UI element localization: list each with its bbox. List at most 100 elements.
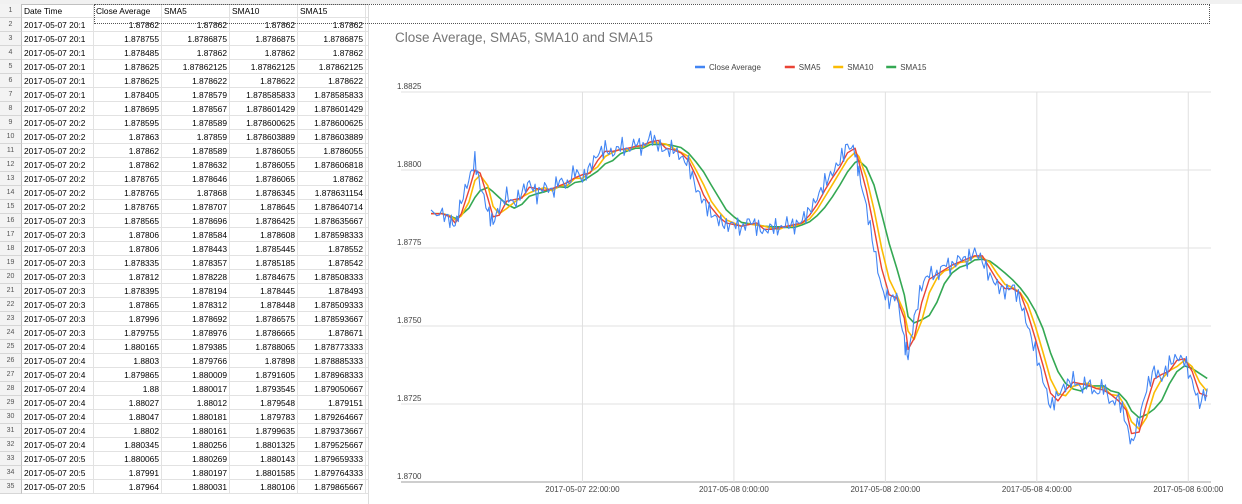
- table-cell[interactable]: 1.878585833: [230, 88, 298, 102]
- table-cell[interactable]: 1.878601429: [298, 102, 366, 116]
- table-cell[interactable]: 2017-05-07 20:1: [22, 74, 94, 88]
- table-cell[interactable]: 2017-05-07 20:3: [22, 326, 94, 340]
- table-cell[interactable]: 1.8786575: [230, 312, 298, 326]
- table-cell[interactable]: 1.878601429: [230, 102, 298, 116]
- table-cell[interactable]: 1.878622: [298, 74, 366, 88]
- table-cell[interactable]: 2017-05-07 20:4: [22, 424, 94, 438]
- table-cell[interactable]: 1.87812: [94, 270, 162, 284]
- table-cell[interactable]: 1.878707: [162, 200, 230, 214]
- table-cell[interactable]: 1.88047: [94, 410, 162, 424]
- table-cell[interactable]: 1.8786665: [230, 326, 298, 340]
- table-cell[interactable]: 1.878606818: [298, 158, 366, 172]
- row-number[interactable]: 12: [0, 158, 22, 172]
- table-cell[interactable]: 1.8801585: [230, 466, 298, 480]
- table-cell[interactable]: 2017-05-07 20:3: [22, 298, 94, 312]
- table-cell[interactable]: 1.878584: [162, 228, 230, 242]
- table-cell[interactable]: 1.878765: [94, 200, 162, 214]
- table-cell[interactable]: 2017-05-07 20:4: [22, 382, 94, 396]
- table-cell[interactable]: 1.879755: [94, 326, 162, 340]
- table-cell[interactable]: 1.878625: [94, 60, 162, 74]
- table-cell[interactable]: 1.880106: [230, 480, 298, 494]
- table-cell[interactable]: 2017-05-07 20:2: [22, 158, 94, 172]
- table-cell[interactable]: 1.8801325: [230, 438, 298, 452]
- table-cell[interactable]: 2017-05-07 20:1: [22, 88, 94, 102]
- table-cell[interactable]: 1.8786875: [230, 32, 298, 46]
- table-cell[interactable]: 1.878552: [298, 242, 366, 256]
- table-cell[interactable]: 2017-05-07 20:3: [22, 214, 94, 228]
- table-cell[interactable]: 1.880269: [162, 452, 230, 466]
- table-cell[interactable]: 1.87863: [94, 130, 162, 144]
- row-number[interactable]: 24: [0, 326, 22, 340]
- row-number[interactable]: 27: [0, 368, 22, 382]
- table-cell[interactable]: 1.879766: [162, 354, 230, 368]
- row-number[interactable]: 35: [0, 480, 22, 494]
- table-cell[interactable]: 1.878395: [94, 284, 162, 298]
- table-cell[interactable]: 2017-05-07 20:4: [22, 438, 94, 452]
- table-cell[interactable]: 1.878508333: [298, 270, 366, 284]
- table-cell[interactable]: 1.8786875: [162, 32, 230, 46]
- table-cell[interactable]: 1.878579: [162, 88, 230, 102]
- row-number[interactable]: 30: [0, 410, 22, 424]
- table-cell[interactable]: 1.8786065: [230, 172, 298, 186]
- table-cell[interactable]: 1.878445: [230, 284, 298, 298]
- table-cell[interactable]: 2017-05-07 20:1: [22, 46, 94, 60]
- table-cell[interactable]: 1.879373667: [298, 424, 366, 438]
- chart-panel[interactable]: Close Average, SMA5, SMA10 and SMA15 1.8…: [368, 4, 1242, 504]
- header-cell[interactable]: SMA15: [298, 4, 366, 18]
- table-cell[interactable]: 1.87862: [94, 18, 162, 32]
- row-number[interactable]: 3: [0, 32, 22, 46]
- table-cell[interactable]: 1.88: [94, 382, 162, 396]
- table-cell[interactable]: 1.878695: [94, 102, 162, 116]
- row-number[interactable]: 23: [0, 312, 22, 326]
- table-cell[interactable]: 2017-05-07 20:2: [22, 186, 94, 200]
- table-cell[interactable]: 1.87859: [162, 130, 230, 144]
- table-cell[interactable]: 1.879385: [162, 340, 230, 354]
- table-cell[interactable]: 1.880256: [162, 438, 230, 452]
- table-cell[interactable]: 2017-05-07 20:5: [22, 480, 94, 494]
- row-number[interactable]: 21: [0, 284, 22, 298]
- table-cell[interactable]: 1.87868: [162, 186, 230, 200]
- row-number[interactable]: 5: [0, 60, 22, 74]
- table-cell[interactable]: 1.87806: [94, 228, 162, 242]
- table-cell[interactable]: 1.878671: [298, 326, 366, 340]
- table-cell[interactable]: 1.87862125: [298, 60, 366, 74]
- table-cell[interactable]: 1.878509333: [298, 298, 366, 312]
- row-number[interactable]: 16: [0, 214, 22, 228]
- table-cell[interactable]: 1.8785185: [230, 256, 298, 270]
- table-cell[interactable]: 1.878976: [162, 326, 230, 340]
- table-cell[interactable]: 2017-05-07 20:2: [22, 116, 94, 130]
- table-cell[interactable]: 1.880161: [162, 424, 230, 438]
- table-cell[interactable]: 2017-05-07 20:2: [22, 102, 94, 116]
- table-cell[interactable]: 1.878194: [162, 284, 230, 298]
- table-cell[interactable]: 1.87862: [298, 172, 366, 186]
- row-number[interactable]: 33: [0, 452, 22, 466]
- table-cell[interactable]: 1.878692: [162, 312, 230, 326]
- table-cell[interactable]: 1.878631154: [298, 186, 366, 200]
- table-cell[interactable]: 2017-05-07 20:3: [22, 312, 94, 326]
- table-cell[interactable]: 1.878625: [94, 74, 162, 88]
- table-cell[interactable]: 1.87862125: [162, 60, 230, 74]
- table-cell[interactable]: 1.88012: [162, 396, 230, 410]
- table-cell[interactable]: 1.880181: [162, 410, 230, 424]
- table-cell[interactable]: 1.8784675: [230, 270, 298, 284]
- table-cell[interactable]: 2017-05-07 20:3: [22, 270, 94, 284]
- table-cell[interactable]: 1.878696: [162, 214, 230, 228]
- table-cell[interactable]: 1.878632: [162, 158, 230, 172]
- table-cell[interactable]: 1.87865: [94, 298, 162, 312]
- table-cell[interactable]: 1.87862: [298, 46, 366, 60]
- table-cell[interactable]: 1.879264667: [298, 410, 366, 424]
- header-cell[interactable]: SMA10: [230, 4, 298, 18]
- table-cell[interactable]: 1.878608: [230, 228, 298, 242]
- row-number[interactable]: 2: [0, 18, 22, 32]
- row-number[interactable]: 4: [0, 46, 22, 60]
- table-cell[interactable]: 1.87862: [230, 46, 298, 60]
- table-cell[interactable]: 1.8786055: [230, 158, 298, 172]
- table-cell[interactable]: 2017-05-07 20:1: [22, 32, 94, 46]
- table-cell[interactable]: 2017-05-07 20:4: [22, 410, 94, 424]
- table-cell[interactable]: 1.878357: [162, 256, 230, 270]
- row-number[interactable]: 26: [0, 354, 22, 368]
- table-cell[interactable]: 1.87806: [94, 242, 162, 256]
- table-cell[interactable]: 1.878228: [162, 270, 230, 284]
- table-cell[interactable]: 1.878485: [94, 46, 162, 60]
- table-cell[interactable]: 1.878598333: [298, 228, 366, 242]
